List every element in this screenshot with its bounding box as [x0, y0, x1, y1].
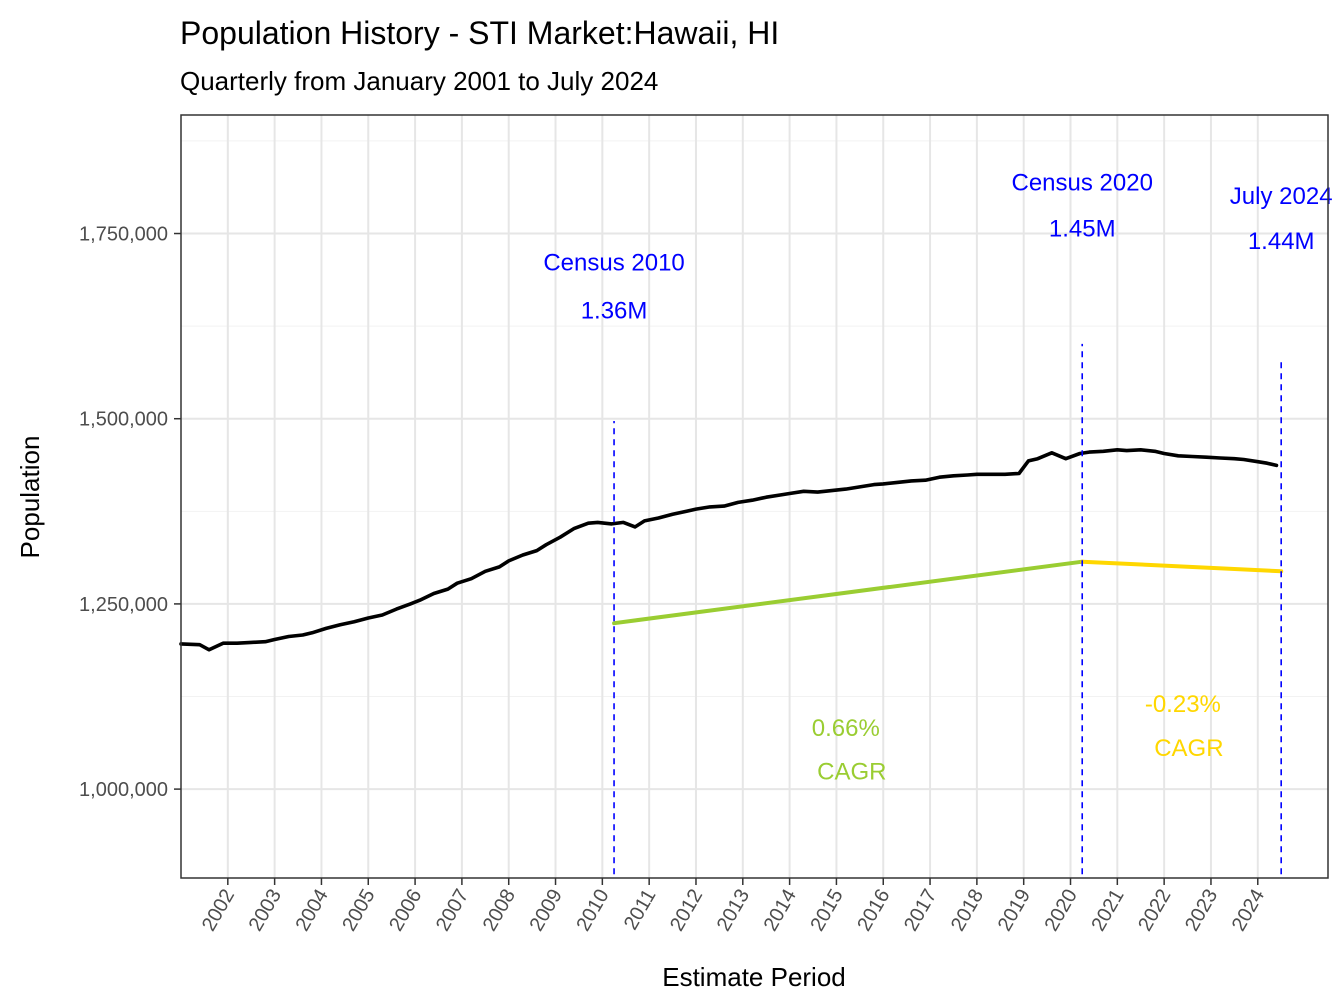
x-tick-label: 2007 [432, 886, 473, 936]
x-tick-label: 2002 [198, 886, 239, 936]
y-tick-label: 1,750,000 [79, 224, 168, 246]
x-tick-label: 2011 [620, 886, 661, 934]
x-tick-label: 2019 [994, 886, 1035, 936]
x-tick-label: 2015 [806, 886, 847, 936]
plot-marks: Census 2010 1.36M Census 2020 1.45M July 202… [179, 170, 1333, 875]
cagr-2020-2024-line [1080, 559, 1284, 574]
x-tick-label: 2018 [947, 886, 988, 936]
x-tick-label: 2005 [338, 886, 379, 936]
grid-lines [181, 115, 1328, 878]
annotation-label-2: July 2024 [1230, 183, 1333, 210]
plot-panel-border [180, 114, 1329, 879]
x-tick-label: 2016 [853, 886, 894, 936]
x-tick-label: 2013 [713, 886, 754, 936]
annotation-value-2: 1.44M [1248, 228, 1315, 255]
x-tick-label: 2006 [385, 886, 426, 936]
annotation-value-3: CAGR [817, 758, 886, 785]
x-axis: 2002 2003 2004 2005 2006 2007 2008 2009 2010 2011… [198, 878, 1269, 935]
x-tick-label: 2008 [479, 886, 520, 936]
y-axis: 1,000,000 1,250,000 1,500,000 1,750,000 [79, 224, 181, 801]
x-tick-label: 2020 [1041, 886, 1082, 936]
x-tick-label: 2023 [1181, 886, 1222, 936]
x-tick-label: 2022 [1134, 886, 1175, 936]
annotation-value-4: CAGR [1154, 735, 1223, 762]
annotation-label-4: -0.23% [1145, 691, 1221, 718]
annotation-value-1: 1.45M [1049, 215, 1116, 242]
y-axis-title: Population [15, 436, 45, 559]
chart-subtitle: Quarterly from January 2001 to July 2024 [180, 66, 658, 96]
x-tick-label: 2021 [1087, 886, 1128, 936]
x-tick-label: 2012 [666, 886, 707, 936]
x-tick-label: 2014 [760, 886, 801, 936]
annotation-label-1: Census 2020 [1011, 170, 1152, 197]
y-tick-label: 1,000,000 [79, 779, 168, 801]
x-tick-label: 2003 [245, 886, 286, 936]
population-line [179, 447, 1279, 652]
y-tick-label: 1,250,000 [79, 594, 168, 616]
annotation-label-3: 0.66% [812, 715, 880, 742]
y-tick-label: 1,500,000 [79, 409, 168, 431]
x-axis-title: Estimate Period [662, 962, 846, 992]
x-tick-label: 2009 [526, 886, 567, 936]
x-tick-label: 2024 [1228, 886, 1269, 936]
annotation-label-0: Census 2010 [543, 250, 684, 277]
x-tick-label: 2010 [572, 886, 613, 936]
chart-title: Population History - STI Market:Hawaii, … [180, 15, 779, 51]
cagr-2010-2020-line [612, 559, 1085, 626]
x-tick-label: 2017 [900, 886, 941, 936]
annotation-value-0: 1.36M [581, 298, 648, 325]
x-tick-label: 2004 [291, 886, 332, 936]
